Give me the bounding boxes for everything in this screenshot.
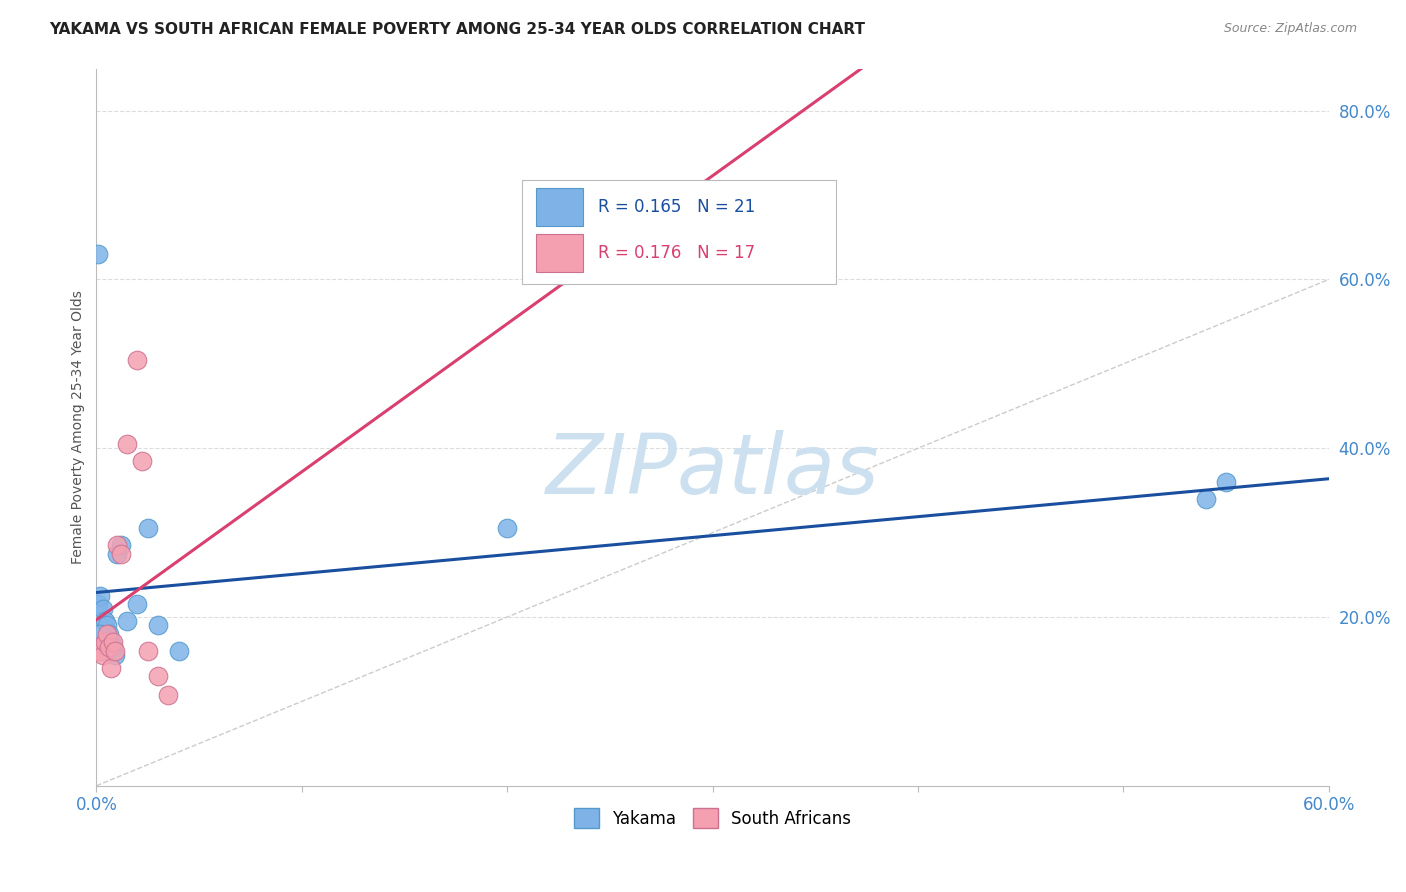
Point xyxy=(100,660,122,674)
Point xyxy=(1215,475,1237,489)
Point xyxy=(105,538,128,552)
Point xyxy=(131,454,153,468)
Point xyxy=(87,640,110,654)
Point xyxy=(89,589,111,603)
Text: R = 0.165   N = 21: R = 0.165 N = 21 xyxy=(598,198,755,216)
Point xyxy=(97,640,120,654)
Point xyxy=(146,618,169,632)
Point xyxy=(127,598,149,612)
Point xyxy=(87,247,110,261)
Point xyxy=(136,644,159,658)
Point xyxy=(110,538,132,552)
Point xyxy=(100,635,122,649)
Point xyxy=(89,627,111,641)
Text: Source: ZipAtlas.com: Source: ZipAtlas.com xyxy=(1223,22,1357,36)
Point xyxy=(101,640,124,654)
Point xyxy=(127,352,149,367)
Point xyxy=(104,648,127,662)
Point xyxy=(167,644,190,658)
Point xyxy=(87,598,110,612)
Bar xyxy=(536,188,583,226)
Point xyxy=(104,644,127,658)
Point xyxy=(97,627,120,641)
Point xyxy=(89,644,111,658)
Point xyxy=(105,547,128,561)
Point xyxy=(136,521,159,535)
Point xyxy=(115,437,138,451)
Bar xyxy=(536,235,583,271)
Text: YAKAMA VS SOUTH AFRICAN FEMALE POVERTY AMONG 25-34 YEAR OLDS CORRELATION CHART: YAKAMA VS SOUTH AFRICAN FEMALE POVERTY A… xyxy=(49,22,865,37)
Point xyxy=(96,618,118,632)
Text: ZIPatlas: ZIPatlas xyxy=(546,430,879,511)
Y-axis label: Female Poverty Among 25-34 Year Olds: Female Poverty Among 25-34 Year Olds xyxy=(72,290,86,564)
Point xyxy=(96,627,118,641)
Point xyxy=(93,614,115,628)
Point xyxy=(110,547,132,561)
Legend: Yakama, South Africans: Yakama, South Africans xyxy=(567,801,858,835)
Point xyxy=(1194,491,1216,506)
Point xyxy=(91,648,114,662)
Point xyxy=(101,635,124,649)
Point xyxy=(115,614,138,628)
Point xyxy=(91,601,114,615)
Point xyxy=(146,669,169,683)
Point xyxy=(93,635,115,649)
FancyBboxPatch shape xyxy=(522,179,835,284)
Point xyxy=(157,688,180,702)
Point xyxy=(496,521,519,535)
Text: R = 0.176   N = 17: R = 0.176 N = 17 xyxy=(598,244,755,262)
